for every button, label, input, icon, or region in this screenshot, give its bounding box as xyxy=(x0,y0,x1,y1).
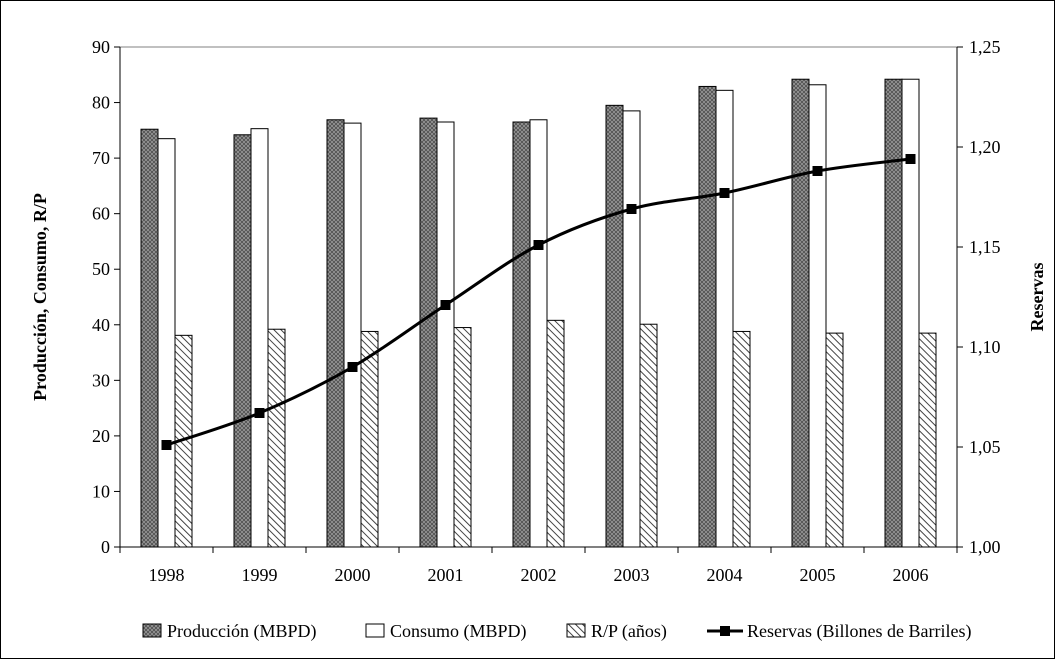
bar-crosshatch-2005 xyxy=(791,78,810,548)
y2-tick-label: 1,00 xyxy=(969,537,1001,557)
bar-white-2002 xyxy=(529,119,548,548)
x-tick-label-2000: 2000 xyxy=(335,565,371,585)
bar-white-2004 xyxy=(715,89,734,548)
bar-white-2003 xyxy=(622,110,641,548)
bar-white-1998 xyxy=(157,138,176,548)
bar-diagonal-2003 xyxy=(639,323,658,548)
x-tick-label-2003: 2003 xyxy=(614,565,650,585)
bar-white-2001 xyxy=(436,121,455,548)
bar-white-2000 xyxy=(343,122,362,548)
legend-label: Consumo (MBPD) xyxy=(390,621,527,642)
y2-tick-label: 1,25 xyxy=(969,37,1001,57)
ticks-layer: 0 10 20 30 40 50 60 70 80 90 1,00 1,05 1,10 1,15 1,20 1… xyxy=(92,37,1001,585)
y2-tick-label: 1,05 xyxy=(969,437,1001,457)
bar-crosshatch-2001 xyxy=(419,117,438,548)
bar-diagonal-2002 xyxy=(546,319,565,548)
reservas-point-2001 xyxy=(440,300,451,310)
x-tick-label-2004: 2004 xyxy=(707,565,743,585)
legend-swatch-crosshatch xyxy=(142,623,162,638)
bar-crosshatch-2006 xyxy=(884,78,903,548)
legend: Producción (MBPD) Consumo (MBPD) R/P (años… xyxy=(142,621,971,642)
x-tick-label-1999: 1999 xyxy=(242,565,278,585)
legend-swatch-white xyxy=(365,623,385,638)
reservas-line-layer xyxy=(161,154,916,450)
x-tick-label-2006: 2006 xyxy=(893,565,929,585)
reservas-point-1998 xyxy=(161,440,172,450)
legend-label: Reservas (Billones de Barriles) xyxy=(747,621,971,642)
y-tick-label: 90 xyxy=(92,37,110,57)
bar-crosshatch-2003 xyxy=(605,104,624,548)
y-tick-label: 30 xyxy=(92,370,110,390)
bar-diagonal-2004 xyxy=(732,330,751,548)
bar-diagonal-2006 xyxy=(918,332,937,548)
bar-diagonal-2001 xyxy=(453,327,472,548)
y-tick-label: 80 xyxy=(92,93,110,113)
y2-axis-title: Reservas xyxy=(1027,263,1047,332)
x-tick-label-2005: 2005 xyxy=(800,565,836,585)
y2-tick-label: 1,20 xyxy=(969,137,1001,157)
bar-diagonal-1999 xyxy=(267,328,286,548)
bar-diagonal-2005 xyxy=(825,332,844,548)
bar-crosshatch-2000 xyxy=(326,119,345,548)
bar-white-2006 xyxy=(901,78,920,548)
bars-layer xyxy=(140,78,937,548)
bar-white-2005 xyxy=(808,84,827,548)
y-tick-label: 60 xyxy=(92,204,110,224)
y-tick-label: 10 xyxy=(92,481,110,501)
reservas-point-1999 xyxy=(254,408,265,418)
y2-tick-label: 1,15 xyxy=(969,237,1001,257)
y-tick-label: 40 xyxy=(92,315,110,335)
bar-crosshatch-1999 xyxy=(233,134,252,548)
reservas-point-2005 xyxy=(812,166,823,176)
y-tick-label: 20 xyxy=(92,426,110,446)
legend-label: Producción (MBPD) xyxy=(167,621,317,642)
y2-tick-label: 1,10 xyxy=(969,337,1001,357)
legend-label: R/P (años) xyxy=(591,621,667,642)
bar-white-1999 xyxy=(250,128,269,548)
bar-crosshatch-2002 xyxy=(512,121,531,548)
y-tick-label: 70 xyxy=(92,148,110,168)
reservas-point-2003 xyxy=(626,204,637,214)
x-tick-label-1998: 1998 xyxy=(149,565,185,585)
y-tick-label: 50 xyxy=(92,259,110,279)
y-tick-label: 0 xyxy=(101,537,110,557)
reservas-point-2002 xyxy=(533,240,544,250)
reservas-point-2000 xyxy=(347,362,358,372)
legend-swatch-diagonal xyxy=(566,623,586,638)
x-tick-label-2002: 2002 xyxy=(521,565,557,585)
reservas-point-2006 xyxy=(905,154,916,164)
bar-crosshatch-2004 xyxy=(698,85,717,548)
bar-crosshatch-1998 xyxy=(140,128,159,548)
bar-diagonal-2000 xyxy=(360,330,379,548)
x-tick-label-2001: 2001 xyxy=(428,565,464,585)
reservas-point-2004 xyxy=(719,188,730,198)
legend-swatch-marker xyxy=(720,626,730,636)
y-axis-title: Producción, Consumo, R/P xyxy=(30,193,50,401)
